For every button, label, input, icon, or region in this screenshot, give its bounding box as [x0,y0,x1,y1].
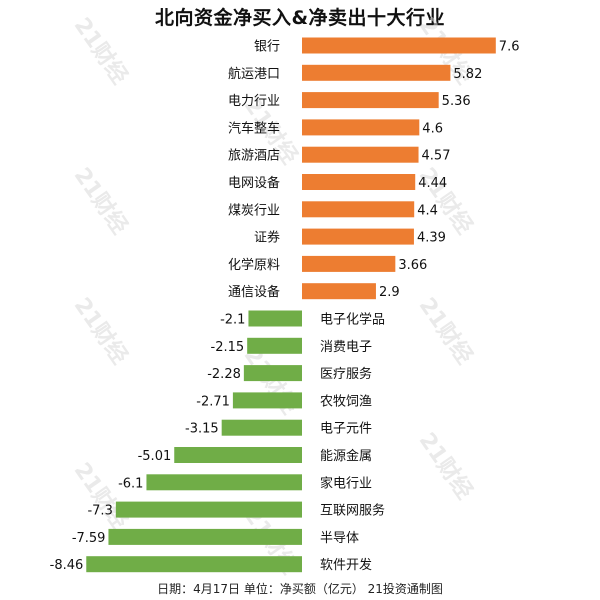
category-label: 通信设备 [228,284,280,300]
watermark-text: 21财经 [69,163,133,239]
bar-航运港口 [302,64,451,81]
bar-家电行业 [146,474,302,491]
watermark-text: 21财经 [414,163,478,239]
value-label: 3.66 [398,258,427,273]
chart-title: 北向资金净买入&净卖出十大行业 [154,7,446,29]
value-label: 5.36 [442,94,471,109]
bar-银行 [302,37,496,54]
bar-化学原料 [302,255,396,272]
bar-电子元件 [221,419,302,436]
bar-旅游酒店 [302,146,419,163]
value-label: -2.15 [211,340,245,355]
category-label: 银行 [254,40,280,55]
category-label: 电子化学品 [320,312,385,328]
category-label: 证券 [254,230,280,246]
category-label: 汽车整车 [228,120,280,136]
bar-软件开发 [86,556,303,573]
category-label: 半导体 [320,531,359,546]
bar-电网设备 [302,174,416,190]
category-label: 电力行业 [228,94,280,109]
labels-group: 银行 7.6 航运港口 5.82 电力行业 5.36 汽车整车 4.6 旅游酒店 4.57 电网设备… [50,40,520,574]
category-label: 农牧饲渔 [320,394,372,409]
value-label: 4.6 [422,121,443,136]
value-label: 4.57 [422,149,451,164]
category-label: 旅游酒店 [228,149,280,164]
chart-footer: 日期：4月17日 单位：净买额（亿元） 21投资通制图 [157,582,443,596]
bars-group [86,37,496,573]
watermark-text: 21财经 [69,293,133,369]
value-label: 4.44 [418,176,447,191]
category-label: 软件开发 [320,557,372,573]
bar-通信设备 [302,283,376,300]
watermark-text: 21财经 [69,458,133,534]
value-label: -3.15 [185,422,219,437]
category-label: 家电行业 [320,475,372,491]
value-label: -5.01 [138,449,172,464]
category-label: 化学原料 [228,257,280,273]
value-label: 2.9 [379,285,400,300]
bar-证券 [302,228,414,245]
category-label: 互联网服务 [320,503,385,519]
value-label: -6.1 [118,476,143,491]
value-label: -2.28 [207,367,241,382]
category-label: 航运港口 [228,66,280,82]
value-label: -7.3 [87,504,112,519]
watermark-text: 21财经 [414,293,478,369]
bar-电力行业 [302,92,439,109]
value-label: -8.46 [50,558,84,573]
bar-消费电子 [247,337,302,354]
category-label: 电网设备 [228,175,280,191]
watermark-text: 21财经 [414,428,478,504]
bar-半导体 [108,528,302,545]
bar-煤炭行业 [302,201,415,218]
watermark-text: 21财经 [69,13,133,89]
value-label: 4.39 [417,231,446,246]
category-label: 煤炭行业 [228,203,280,218]
category-label: 医疗服务 [320,366,372,382]
bar-农牧饲渔 [232,392,302,409]
value-label: -2.71 [196,394,230,409]
value-label: -7.59 [72,531,106,546]
bar-医疗服务 [243,365,302,382]
bar-互联网服务 [115,501,302,518]
bar-汽车整车 [302,119,420,136]
category-label: 能源金属 [320,448,372,464]
category-label: 消费电子 [320,340,372,355]
bar-能源金属 [174,447,302,463]
value-label: 5.82 [453,67,482,82]
value-label: 7.6 [499,40,520,55]
bar-电子化学品 [248,310,302,327]
value-label: 4.4 [417,203,438,218]
category-label: 电子元件 [320,422,372,437]
value-label: -2.1 [220,313,245,328]
